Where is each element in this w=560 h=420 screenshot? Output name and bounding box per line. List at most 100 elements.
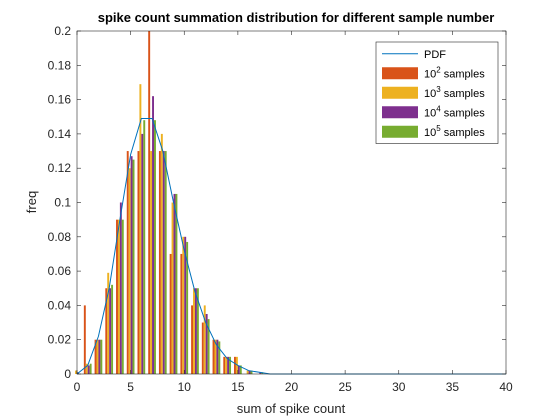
bar-series1-x10 — [180, 253, 183, 374]
y-axis-label: freq — [24, 191, 39, 213]
legend-swatch-series1 — [382, 67, 418, 80]
bar-series2-x16 — [246, 370, 249, 374]
legend-swatch-series2 — [382, 86, 418, 99]
bar-series2-x2 — [96, 339, 99, 374]
bar-series1-x3 — [105, 288, 108, 374]
y-axis-ticks: 0 0.02 0.04 0.06 0.08 0.1 0.12 0.14 0.16 0.18 0.2 — [48, 24, 506, 381]
y-tick-label: 0.02 — [48, 333, 72, 347]
bar-series4-x9 — [175, 193, 178, 374]
legend-swatch-series4 — [382, 125, 418, 138]
bar-series3-x16 — [248, 370, 251, 374]
bar-series3-x12 — [205, 313, 208, 374]
chart-title: spike count summation distribution for d… — [98, 10, 495, 25]
bar-series3-x17 — [259, 372, 262, 374]
bar-series1-x2 — [94, 339, 97, 374]
legend-label-series2: 103 samples — [424, 85, 485, 100]
bar-series4-x5 — [132, 159, 135, 375]
bar-series4-x8 — [164, 151, 167, 374]
bar-series2-x9 — [171, 202, 174, 374]
x-tick-label: 40 — [499, 380, 513, 394]
legend-swatch-series3 — [382, 106, 418, 119]
y-tick-label: 0.1 — [54, 196, 71, 210]
bar-series3-x8 — [162, 151, 165, 374]
legend-label-pdf: PDF — [424, 49, 446, 61]
bar-series3-x15 — [237, 365, 240, 374]
bar-series1-x4 — [116, 219, 118, 374]
bar-series1-x5 — [126, 151, 129, 374]
x-tick-label: 25 — [338, 380, 352, 394]
bar-series4-x15 — [239, 365, 242, 374]
bar-series2-x4 — [117, 219, 120, 374]
bar-series4-x14 — [229, 356, 232, 374]
bar-series1-x9 — [169, 253, 172, 374]
bar-series2-x11 — [193, 288, 195, 374]
y-tick-label: 0.08 — [48, 230, 72, 244]
x-tick-label: 0 — [74, 380, 81, 394]
bar-series2-x12 — [203, 305, 206, 374]
bar-series2-x1 — [85, 363, 88, 374]
y-tick-label: 0.04 — [48, 298, 72, 312]
bar-series3-x9 — [173, 193, 176, 374]
bar-series2-x10 — [182, 236, 185, 374]
x-axis-label: sum of spike count — [237, 401, 346, 416]
bar-series1-x15 — [234, 356, 236, 374]
bar-series1-x11 — [191, 305, 194, 374]
bar-series4-x10 — [186, 241, 189, 374]
y-tick-label: 0.14 — [48, 127, 72, 141]
legend-label-series1: 102 samples — [424, 65, 485, 80]
bars-layer — [75, 31, 264, 375]
bar-series4-x2 — [100, 339, 103, 374]
bar-series1-x14 — [223, 356, 226, 374]
bar-series1-x6 — [137, 151, 140, 374]
x-tick-label: 10 — [178, 380, 192, 394]
y-tick-label: 0.18 — [48, 58, 72, 72]
bar-series4-x12 — [207, 319, 210, 374]
y-tick-label: 0.06 — [48, 264, 72, 278]
bar-series3-x10 — [184, 236, 187, 374]
bar-series1-x7 — [148, 31, 151, 374]
bar-series1-x1 — [83, 305, 86, 374]
bar-series2-x14 — [225, 356, 228, 374]
y-tick-label: 0.2 — [54, 24, 71, 38]
bar-series3-x6 — [141, 133, 144, 374]
bar-series2-x13 — [214, 339, 217, 374]
bar-series3-x11 — [194, 288, 197, 374]
x-tick-label: 35 — [446, 380, 460, 394]
bar-series1-x12 — [201, 322, 204, 374]
bar-series3-x5 — [130, 156, 133, 374]
legend: PDF 102 samples 103 samples 104 samples 105 … — [375, 41, 499, 144]
y-tick-label: 0.12 — [48, 161, 72, 175]
bar-series4-x7 — [154, 120, 156, 375]
bar-series4-x6 — [143, 120, 146, 375]
bar-series2-x3 — [107, 272, 110, 374]
bar-series4-x3 — [111, 284, 114, 374]
bar-series2-x5 — [128, 168, 131, 374]
bar-series3-x7 — [152, 96, 154, 375]
x-tick-label: 20 — [285, 380, 299, 394]
bar-series3-x1 — [87, 365, 90, 374]
legend-label-series4: 105 samples — [424, 124, 485, 139]
bar-series4-x16 — [250, 370, 253, 374]
x-tick-label: 15 — [231, 380, 245, 394]
y-tick-label: 0 — [64, 367, 71, 381]
bar-series3-x13 — [216, 339, 219, 374]
bar-series2-x6 — [139, 84, 142, 375]
x-axis-ticks: 0 5 10 15 20 25 30 35 40 — [74, 31, 513, 394]
bar-series2-x0 — [75, 370, 77, 374]
bar-series1-x8 — [158, 151, 161, 374]
x-tick-label: 30 — [392, 380, 406, 394]
bar-series4-x4 — [121, 219, 124, 374]
bar-series4-x1 — [89, 363, 92, 374]
bar-series3-x3 — [109, 288, 112, 374]
legend-label-series3: 104 samples — [424, 104, 485, 119]
y-tick-label: 0.16 — [48, 93, 72, 107]
bar-series4-x11 — [196, 288, 199, 374]
bar-series3-x2 — [98, 339, 101, 374]
bar-series4-x13 — [218, 341, 221, 374]
bar-series2-x8 — [160, 133, 163, 374]
bar-series2-x15 — [235, 356, 238, 374]
x-tick-label: 5 — [127, 380, 134, 394]
bar-series2-x7 — [150, 151, 153, 374]
bar-series3-x4 — [119, 202, 122, 374]
